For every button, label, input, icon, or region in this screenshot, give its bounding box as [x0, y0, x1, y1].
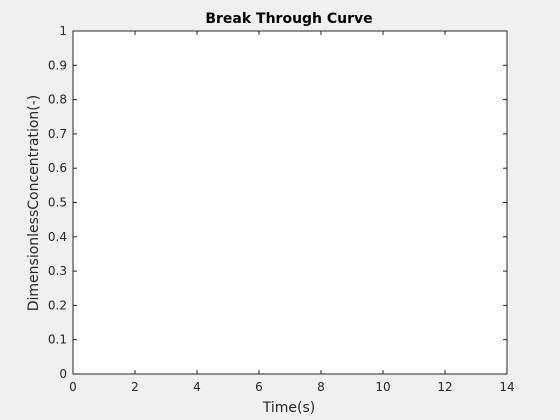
y-tick-label: 0.8: [48, 93, 67, 107]
y-tick-label: 0.3: [48, 264, 67, 278]
x-tick-label: 4: [193, 380, 201, 394]
y-axis-ticks: 0 0.1 0.2 0.3 0.4 0.5 0.6 0.7 0.8 0.9 1: [48, 24, 507, 381]
x-tick-label: 2: [131, 380, 139, 394]
y-tick-label: 0.7: [48, 127, 67, 141]
x-tick-label: 6: [255, 380, 263, 394]
y-tick-label: 0.1: [48, 333, 67, 347]
y-tick-label: 1: [59, 24, 67, 38]
y-tick-label: 0.5: [48, 196, 67, 210]
x-tick-label: 10: [375, 380, 390, 394]
x-tick-label: 14: [499, 380, 514, 394]
x-tick-label: 0: [69, 380, 77, 394]
y-tick-label: 0.4: [48, 230, 67, 244]
y-tick-label: 0.6: [48, 161, 67, 175]
y-axis-label: DimensionlessConcentration(-): [26, 95, 42, 312]
x-tick-label: 8: [317, 380, 325, 394]
x-tick-label: 12: [437, 380, 452, 394]
chart-title: Break Through Curve: [205, 11, 372, 27]
x-axis-ticks: 0 2 4 6 8 10 12 14: [69, 31, 515, 394]
y-tick-label: 0.9: [48, 58, 67, 72]
x-axis-label: Time(s): [262, 400, 315, 416]
plot-area: [72, 30, 508, 375]
y-tick-label: 0.2: [48, 298, 67, 312]
y-tick-label: 0: [59, 367, 67, 381]
